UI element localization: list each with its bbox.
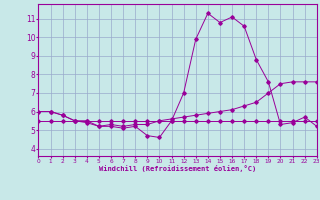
X-axis label: Windchill (Refroidissement éolien,°C): Windchill (Refroidissement éolien,°C) <box>99 165 256 172</box>
